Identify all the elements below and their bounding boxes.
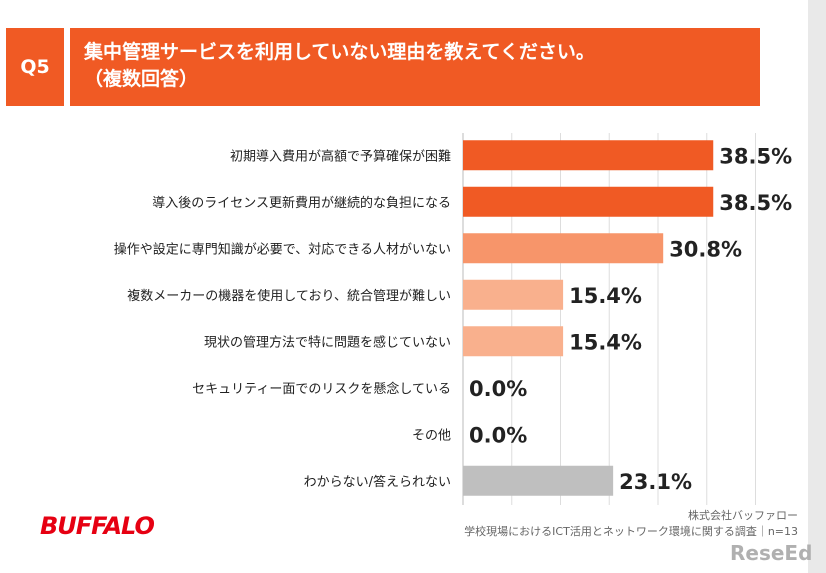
bar xyxy=(463,186,714,217)
question-title-line1: 集中管理サービスを利用していない理由を教えてください。 xyxy=(84,41,595,63)
category-label: 現状の管理方法で特に問題を感じていない xyxy=(204,334,451,350)
bar xyxy=(463,465,614,496)
bar xyxy=(463,140,714,171)
question-title: 集中管理サービスを利用していない理由を教えてください。 （複数回答） xyxy=(70,28,760,106)
source-company: 株式会社バッファロー xyxy=(688,509,798,522)
value-label: 30.8% xyxy=(669,237,742,261)
category-label: セキュリティー面でのリスクを懸念している xyxy=(192,381,451,397)
value-label: 15.4% xyxy=(569,330,642,354)
source-survey: 学校現場におけるICT活用とネットワーク環境に関する調査｜n=13 xyxy=(464,525,798,538)
question-number-badge: Q5 xyxy=(6,28,64,106)
value-label: 0.0% xyxy=(469,377,527,401)
bar xyxy=(463,233,664,264)
brand-logo: BUFFALO xyxy=(40,512,155,540)
value-label: 38.5% xyxy=(719,191,792,215)
category-label: 導入後のライセンス更新費用が継続的な負担になる xyxy=(152,195,451,211)
category-label: 複数メーカーの機器を使用しており、統合管理が難しい xyxy=(127,288,451,304)
right-edge-strip xyxy=(808,0,826,573)
category-label: その他 xyxy=(412,428,451,443)
value-label: 15.4% xyxy=(569,284,642,308)
bar xyxy=(463,279,564,310)
value-label: 23.1% xyxy=(619,470,692,494)
value-label: 0.0% xyxy=(469,423,527,447)
watermark-logo: ReseEd xyxy=(730,541,813,565)
value-label: 38.5% xyxy=(719,144,792,168)
question-title-line2: （複数回答） xyxy=(84,68,199,90)
bar xyxy=(463,326,564,357)
category-label: 操作や設定に専門知識が必要で、対応できる人材がいない xyxy=(114,241,451,257)
source-note: 株式会社バッファロー 学校現場におけるICT活用とネットワーク環境に関する調査｜… xyxy=(464,508,798,540)
category-label: 初期導入費用が高額で予算確保が困難 xyxy=(230,148,451,164)
category-label: わからない/答えられない xyxy=(304,474,451,490)
